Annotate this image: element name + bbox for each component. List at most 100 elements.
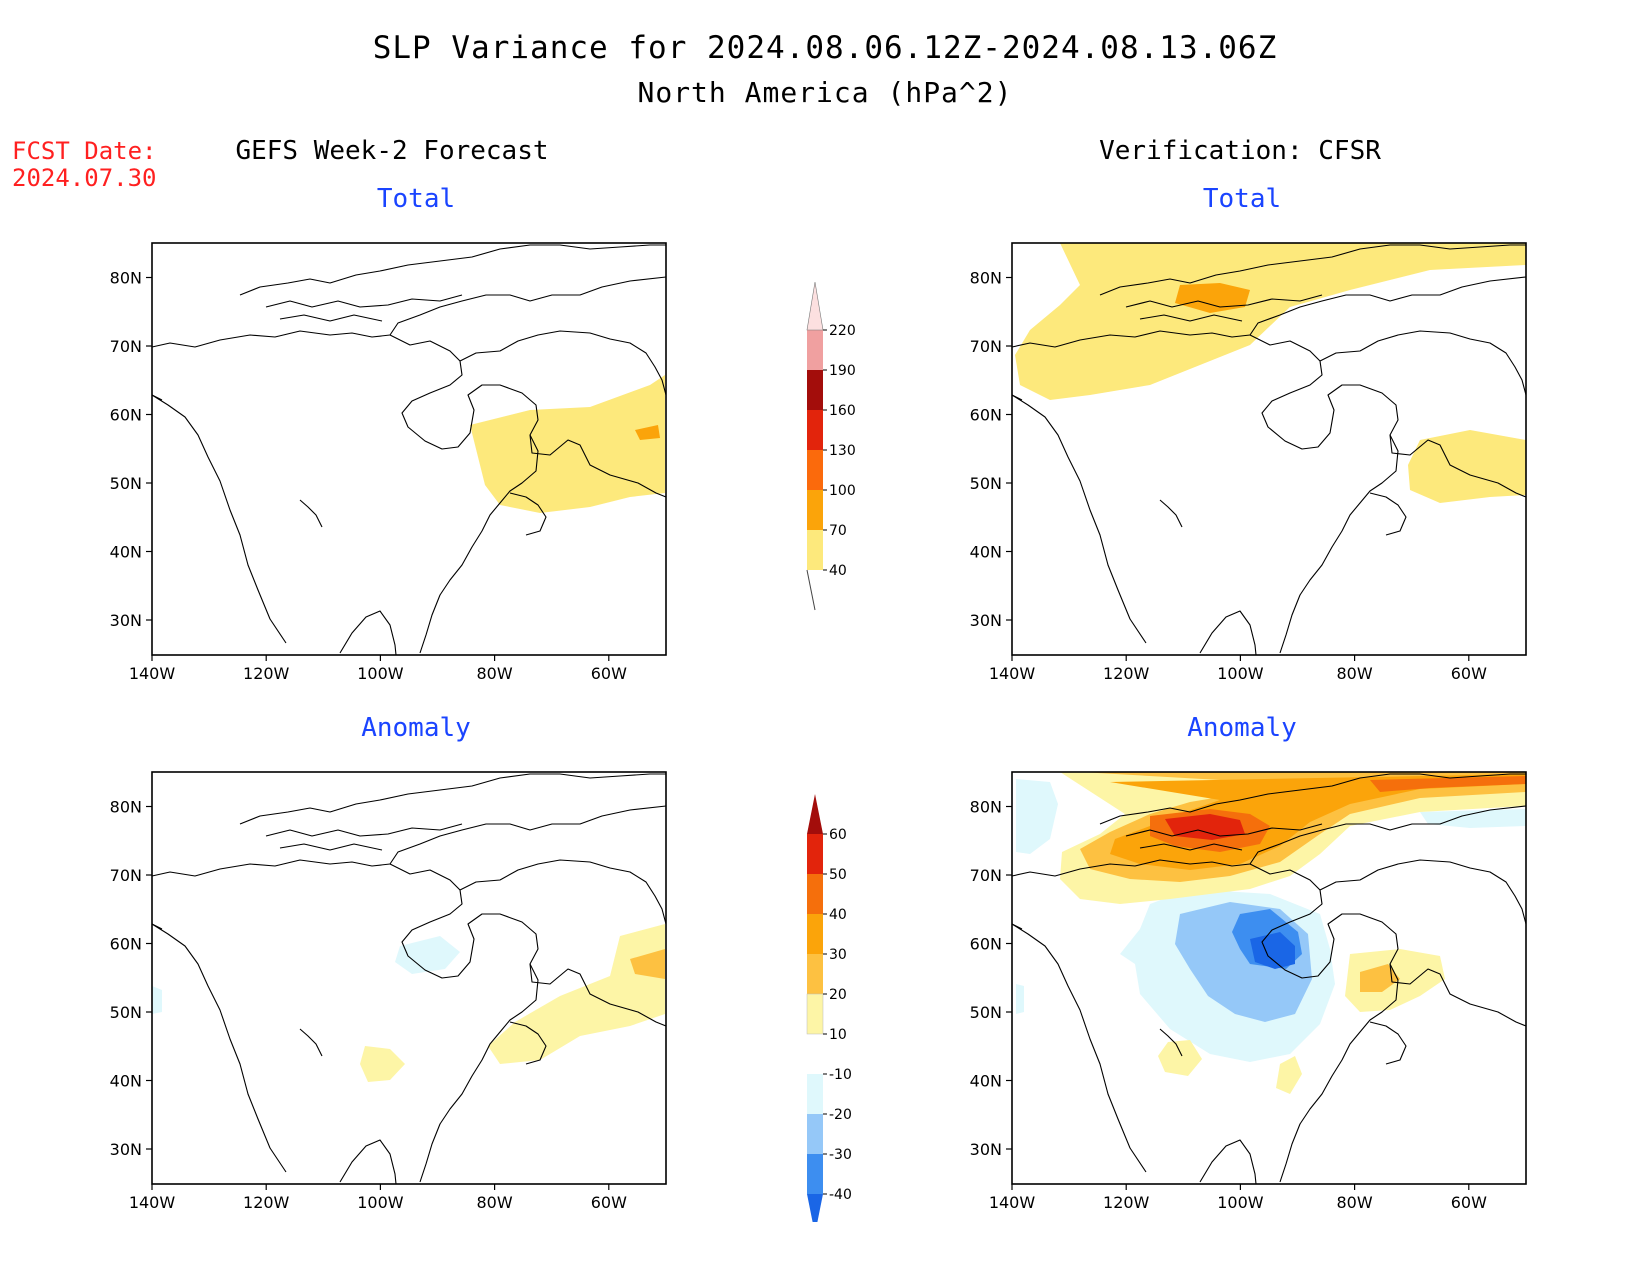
colorbar-label: 50 [829, 867, 847, 883]
figure-title: SLP Variance for 2024.08.06.12Z-2024.08.… [372, 30, 1278, 66]
coastline-segment [1011, 330, 1251, 348]
coastline-segment [419, 434, 539, 654]
anomaly-region-light-orange-east [1360, 964, 1400, 992]
coastline-segment [1011, 923, 1147, 1173]
lon-label: 120W [1103, 664, 1150, 683]
lon-label: 80W [1337, 664, 1373, 683]
coastline-segment [151, 859, 391, 877]
colorbar-label: 30 [829, 947, 847, 963]
coastline-segment [299, 499, 323, 528]
anomaly-region-light-blue [395, 936, 460, 974]
coastline-segment [239, 244, 666, 296]
anomaly-region-light-yellow [488, 924, 665, 1064]
coastline-segment [1319, 859, 1527, 925]
lat-label: 70N [110, 337, 142, 356]
colorbar-box [807, 914, 823, 954]
panel-title-bottom-left: Anomaly [361, 713, 471, 743]
lat-label: 60N [110, 935, 142, 954]
colorbar-box [807, 794, 823, 834]
colorbar-label: 190 [829, 363, 856, 379]
lon-label: 60W [1451, 1193, 1487, 1212]
coastlines [151, 244, 667, 656]
lat-label: 50N [970, 474, 1002, 493]
filled-contours [470, 375, 665, 513]
map-border [151, 771, 667, 1185]
colorbar-box [807, 874, 823, 914]
coastline-segment [1125, 823, 1323, 837]
lon-label: 60W [591, 1193, 627, 1212]
coastline-segment [265, 294, 463, 308]
colorbar-box [807, 954, 823, 994]
coastlines [151, 773, 667, 1185]
coastline-segment [1139, 314, 1243, 322]
anomaly-region-light-orange [630, 949, 665, 979]
lon-label: 140W [129, 664, 176, 683]
lat-label: 30N [110, 1140, 142, 1159]
variance-region-orange [1175, 283, 1250, 313]
anomaly-region-light-yellow-florida [1276, 1056, 1302, 1094]
lat-label: 70N [110, 866, 142, 885]
lat-label: 50N [110, 1003, 142, 1022]
coastline-segment [1099, 244, 1526, 296]
lat-label: 30N [970, 1140, 1002, 1159]
map-border [151, 242, 667, 656]
map-panel-bottom-right: 80N 70N 60N 50N 40N 30N 140W 120W 100W 80W 60W [970, 771, 1527, 1213]
filled-contours [152, 924, 665, 1082]
map-panel-top-right: 80N 70N 60N 50N 40N 30N 140W 120W 100W 80W 60W [970, 242, 1527, 683]
lat-label: 80N [110, 798, 142, 817]
coastline-segment [1199, 1139, 1257, 1185]
map-panel-top-left: 80N 70N 60N 50N 40N 30N 140W 120W 100W 80W 60W [110, 242, 667, 683]
coastline-segment [1279, 434, 1399, 654]
coastline-segment [1249, 334, 1527, 498]
lat-label: 40N [970, 1072, 1002, 1091]
colorbar-box [807, 1074, 823, 1114]
lat-label: 60N [110, 406, 142, 425]
lon-label: 100W [357, 664, 404, 683]
axis-labels: 80N 70N 60N 50N 40N 30N 140W 120W 100W 80W 60W [970, 798, 1487, 1213]
coastline-segment [1369, 492, 1407, 536]
coastline-segment [1159, 499, 1183, 528]
anomaly-region-light-blue-west [152, 986, 162, 1014]
colorbar-label: 70 [829, 523, 847, 539]
lat-label: 80N [110, 269, 142, 288]
coastline-segment [151, 923, 163, 930]
map-frame: 80N 70N 60N 50N 40N 30N 140W 120W 100W 80W 60W [110, 242, 667, 683]
coastline-segment [389, 334, 667, 498]
colorbar-box [807, 834, 823, 874]
lat-label: 50N [970, 1003, 1002, 1022]
coastlines [1011, 244, 1527, 656]
coastline-segment [279, 314, 383, 322]
lon-label: 80W [477, 1193, 513, 1212]
coastline-segment [459, 330, 667, 396]
coastline-segment [1011, 859, 1251, 877]
colorbar-anomaly-boxes [806, 794, 824, 1222]
coastline-segment [299, 1028, 323, 1057]
lon-label: 120W [1103, 1193, 1150, 1212]
coastline-segment [1249, 863, 1527, 1027]
coastline-segment [1139, 843, 1243, 851]
colorbar-anomaly-labels: -40 -30 -20 -10 10 20 30 40 50 60 [823, 827, 852, 1203]
map-frame: 80N 70N 60N 50N 40N 30N 140W 120W 100W 80W 60W [970, 771, 1527, 1213]
colorbar-box [806, 281, 824, 331]
panel-title-top-right: Total [1202, 184, 1282, 214]
colorbar-label: 220 [829, 323, 856, 339]
lat-label: 40N [970, 543, 1002, 562]
map-border [1011, 771, 1527, 1185]
lon-label: 140W [129, 1193, 176, 1212]
anomaly-region-light-blue-nw-edge [1016, 984, 1024, 1014]
coastline-segment [339, 610, 397, 656]
lon-label: 120W [243, 1193, 290, 1212]
coastline-segment [1319, 330, 1527, 396]
colorbar-box [807, 530, 823, 570]
coastline-segment [1011, 394, 1147, 644]
coastline-segment [1369, 1021, 1407, 1065]
variance-region-orange [635, 425, 660, 440]
colorbar-box [807, 1194, 823, 1222]
lon-label: 100W [1217, 1193, 1264, 1212]
filled-contours [1015, 243, 1526, 503]
lon-label: 120W [243, 664, 290, 683]
anomaly-region-light-blue-west [1016, 779, 1058, 854]
colorbar-white-box-outline [806, 993, 824, 1035]
colorbar-box [807, 370, 823, 410]
colorbar-box [807, 490, 823, 530]
